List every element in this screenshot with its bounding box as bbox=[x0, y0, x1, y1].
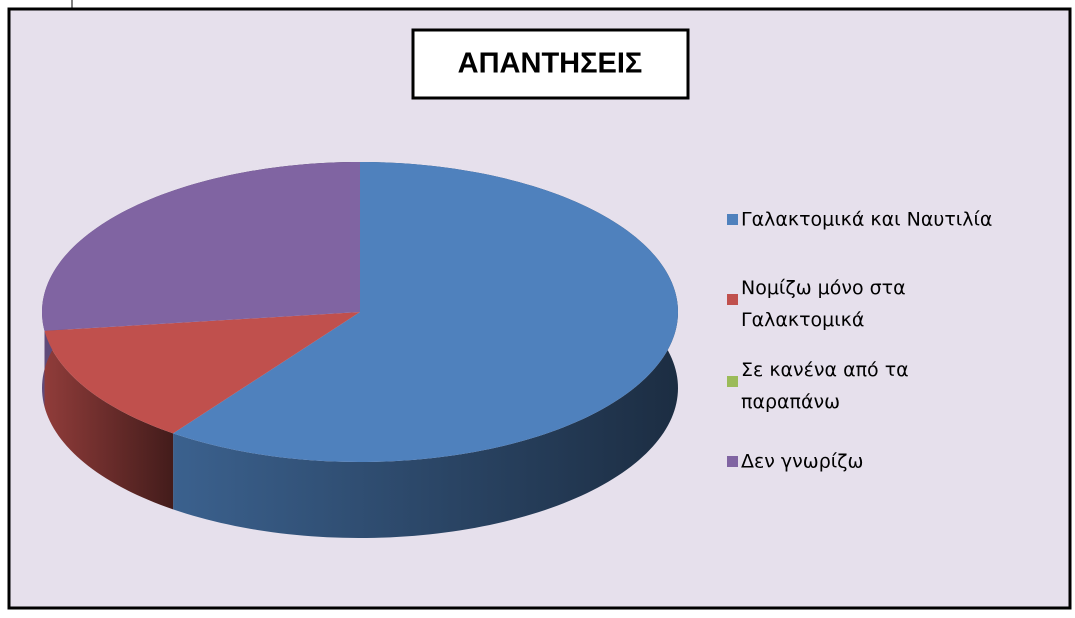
legend-label: Σε κανένα από τα παραπάνω bbox=[741, 359, 909, 413]
legend-label: Γαλακτομικά και Ναυτιλία bbox=[741, 209, 992, 231]
legend-label: Νομίζω μόνο στα Γαλακτομικά bbox=[741, 277, 906, 331]
legend-swatch bbox=[727, 294, 738, 305]
legend-swatch bbox=[727, 214, 738, 225]
legend-label: Δεν γνωρίζω bbox=[741, 451, 863, 473]
title-box bbox=[411, 28, 690, 100]
slice bbox=[173, 162, 678, 462]
slice bbox=[42, 162, 361, 331]
legend-swatch bbox=[727, 456, 738, 467]
legend-swatch bbox=[727, 376, 738, 387]
chart-title: ΑΠΑΝΤΗΣΕΙΣ bbox=[458, 48, 643, 80]
slice-side bbox=[44, 330, 174, 510]
slice bbox=[44, 312, 360, 434]
